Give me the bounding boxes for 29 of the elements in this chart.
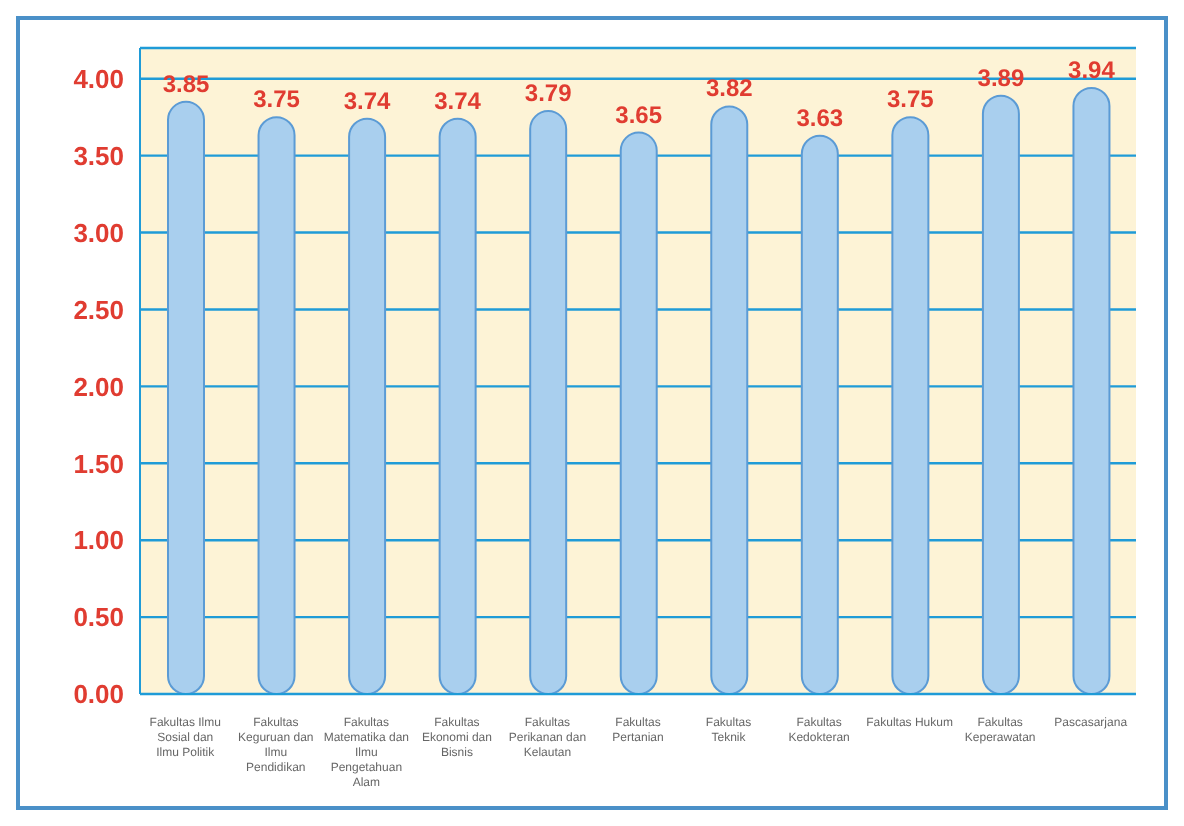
bar (710, 105, 749, 694)
y-tick-label: 2.50 (73, 294, 124, 325)
data-label: 3.75 (887, 85, 935, 114)
data-label: 3.74 (343, 86, 392, 115)
bar (619, 131, 658, 694)
y-tick-label: 4.00 (73, 63, 124, 94)
y-tick-label: 3.00 (73, 217, 124, 248)
data-label: 3.63 (796, 103, 844, 132)
bar (529, 110, 568, 694)
data-label: 3.82 (705, 74, 754, 103)
data-label: 3.75 (253, 85, 301, 114)
bar (891, 116, 930, 694)
bar (167, 100, 205, 694)
y-tick-label: 1.50 (73, 448, 124, 479)
bar (981, 94, 1020, 694)
y-tick-label: 2.00 (73, 371, 124, 402)
y-tick-label: 0.50 (73, 602, 124, 633)
bar (348, 117, 387, 694)
y-tick-label: 1.00 (73, 525, 124, 556)
bar (800, 134, 839, 694)
data-label: 3.79 (524, 79, 573, 108)
bar (438, 117, 477, 694)
data-label: 3.94 (1068, 55, 1116, 84)
bar (257, 116, 296, 694)
y-tick-label: 3.50 (73, 140, 124, 171)
y-tick-label: 0.00 (73, 679, 124, 710)
data-label: 3.74 (434, 86, 482, 115)
data-label: 3.65 (615, 100, 663, 129)
bar (1072, 86, 1111, 694)
